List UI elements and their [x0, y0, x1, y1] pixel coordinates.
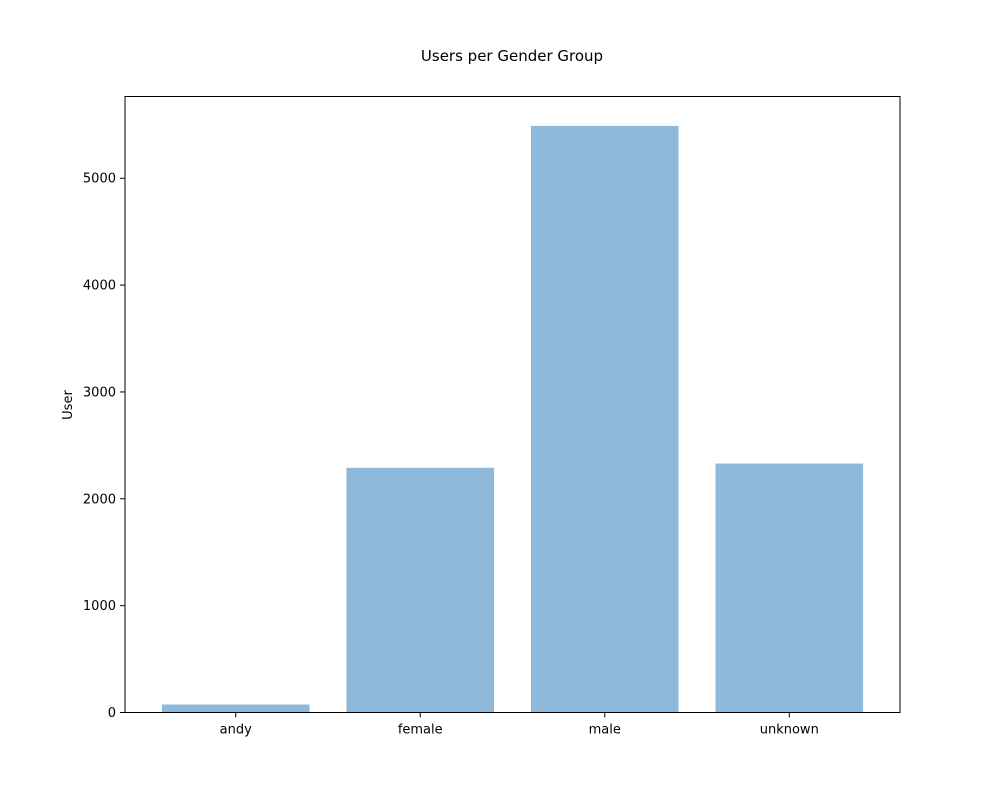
- x-tick-label: female: [398, 723, 443, 738]
- bar-male: [530, 125, 679, 713]
- x-tick-label: male: [589, 723, 621, 738]
- y-tick-label: 1000: [83, 599, 116, 614]
- y-tick-label: 3000: [83, 385, 116, 400]
- y-tick-label: 0: [108, 706, 116, 721]
- plot-frame: [124, 96, 901, 713]
- y-tick-label: 5000: [83, 172, 116, 187]
- bar-female: [346, 467, 495, 713]
- bar-andy: [161, 704, 310, 713]
- y-tick-label: 4000: [83, 279, 116, 294]
- chart-title: Users per Gender Group: [421, 47, 603, 65]
- x-axis-ticks: andy female male unknown: [220, 712, 819, 738]
- x-tick-label: andy: [220, 723, 252, 738]
- y-axis-ticks: 0 1000 2000 3000 4000 5000: [83, 172, 125, 721]
- y-axis-label: User: [61, 390, 76, 420]
- bars-layer: [161, 125, 864, 713]
- bar-unknown: [715, 463, 864, 713]
- y-tick-label: 2000: [83, 492, 116, 507]
- x-tick-label: unknown: [760, 723, 819, 738]
